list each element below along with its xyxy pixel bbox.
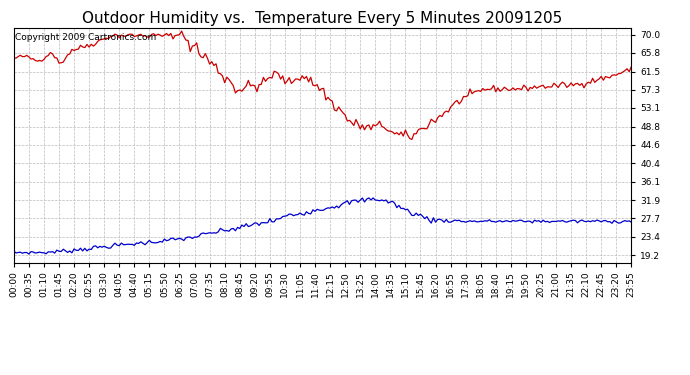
Title: Outdoor Humidity vs.  Temperature Every 5 Minutes 20091205: Outdoor Humidity vs. Temperature Every 5… — [82, 10, 563, 26]
Text: Copyright 2009 Cartronics.com: Copyright 2009 Cartronics.com — [15, 33, 157, 42]
